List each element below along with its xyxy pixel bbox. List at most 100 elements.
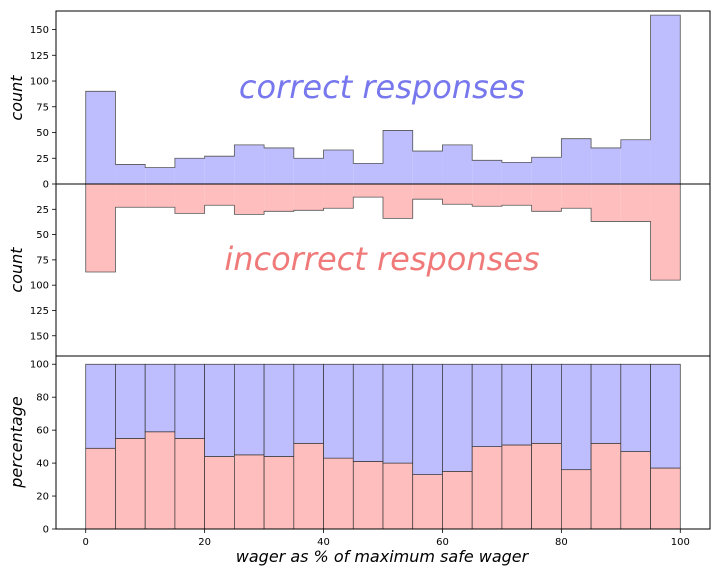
y-tick-label-upper: 150	[30, 25, 49, 36]
y-tick-label-percentage: 20	[36, 492, 49, 503]
correct-count-bar	[204, 156, 235, 184]
correct-count-bar	[531, 157, 562, 184]
x-tick-label: 100	[671, 537, 690, 548]
x-tick-label: 20	[198, 537, 211, 548]
correct-percentage-bar	[293, 363, 324, 444]
annotation-correct-responses: correct responses	[239, 68, 525, 106]
incorrect-count-bar	[561, 184, 592, 209]
correct-percentage-bar	[561, 363, 592, 471]
correct-count-bar	[591, 147, 621, 184]
y-tick-label-percentage: 80	[36, 393, 49, 404]
correct-percentage-bar	[115, 363, 146, 439]
correct-percentage-bar	[382, 363, 414, 464]
correct-count-bar	[501, 162, 532, 184]
correct-count-bar	[650, 15, 681, 184]
y-axis-label-lower: count	[7, 247, 26, 293]
correct-percentage-bar	[204, 363, 235, 457]
incorrect-percentage-bar	[620, 451, 651, 530]
incorrect-percentage-bar	[561, 469, 592, 530]
correct-percentage-bar	[650, 363, 681, 469]
y-tick-label-lower: 125	[30, 306, 49, 317]
incorrect-percentage-bar	[174, 438, 205, 530]
correct-count-bar	[383, 130, 413, 184]
incorrect-count-bar	[115, 184, 146, 208]
y-axis-label-percentage: percentage	[7, 396, 26, 489]
correct-count-bar	[323, 150, 354, 184]
x-tick-label: 60	[436, 537, 449, 548]
incorrect-count-bar	[323, 184, 354, 209]
incorrect-percentage-bar	[382, 462, 414, 530]
correct-percentage-bar	[234, 363, 265, 456]
y-tick-label-percentage: 60	[36, 426, 49, 437]
incorrect-count-bar	[264, 184, 294, 212]
y-tick-label-percentage: 40	[36, 459, 49, 470]
y-tick-label-lower: 75	[36, 255, 49, 266]
incorrect-percentage-bar	[144, 431, 176, 530]
incorrect-percentage-bar	[293, 442, 324, 530]
incorrect-percentage-bar	[412, 474, 443, 530]
incorrect-count-bar	[442, 184, 473, 205]
correct-count-bar	[174, 158, 205, 184]
correct-count-bar	[412, 151, 443, 184]
incorrect-count-bar	[620, 184, 651, 222]
correct-count-bar	[472, 160, 502, 184]
y-tick-label-percentage: 0	[43, 525, 49, 536]
y-tick-label-upper: 75	[36, 102, 49, 113]
incorrect-count-bar	[145, 184, 175, 208]
incorrect-count-bar	[531, 184, 562, 212]
incorrect-percentage-bar	[115, 438, 146, 530]
y-tick-label-percentage: 100	[30, 360, 49, 371]
incorrect-percentage-bar	[352, 461, 384, 530]
y-tick-label-upper: 50	[36, 128, 49, 139]
incorrect-count-bar	[353, 184, 383, 198]
correct-count-bar	[145, 167, 175, 184]
incorrect-percentage-bar	[442, 470, 473, 530]
incorrect-percentage-bar	[85, 447, 116, 530]
correct-count-bar	[264, 147, 294, 184]
incorrect-percentage-bar	[204, 456, 235, 530]
incorrect-percentage-bar	[531, 442, 562, 530]
incorrect-percentage-bar	[234, 454, 265, 530]
correct-percentage-bar	[85, 363, 116, 449]
x-tick-label: 0	[83, 537, 89, 548]
incorrect-count-bar	[234, 184, 265, 215]
correct-percentage-bar	[263, 363, 295, 457]
incorrect-count-bar	[383, 184, 413, 219]
correct-count-bar	[85, 91, 116, 184]
x-axis-label: wager as % of maximum safe wager	[236, 547, 530, 566]
incorrect-count-bar	[174, 184, 205, 214]
correct-percentage-bar	[620, 363, 651, 452]
incorrect-percentage-bar	[263, 456, 295, 530]
correct-percentage-bar	[174, 363, 205, 439]
incorrect-count-bar	[412, 184, 443, 200]
incorrect-count-bar	[293, 184, 324, 211]
correct-count-bar	[115, 164, 146, 184]
incorrect-count-bar	[501, 184, 532, 206]
incorrect-count-bar	[472, 184, 502, 207]
y-tick-label-upper: 100	[30, 77, 49, 88]
y-axis-label-upper: count	[7, 75, 26, 121]
incorrect-count-bar	[85, 184, 116, 273]
correct-count-bar	[293, 158, 324, 184]
correct-count-outline	[85, 14, 681, 184]
x-tick-label: 40	[317, 537, 330, 548]
incorrect-percentage-bar	[471, 446, 503, 530]
correct-percentage-bar	[352, 363, 384, 462]
incorrect-percentage-bar	[323, 457, 354, 530]
y-tick-label-upper: 125	[30, 51, 49, 62]
y-tick-label-lower: 150	[30, 331, 49, 342]
correct-percentage-bar	[442, 363, 473, 472]
correct-count-bar	[234, 144, 265, 184]
correct-percentage-bar	[144, 363, 176, 433]
percentage-axes-frame	[55, 355, 711, 530]
y-tick-label-lower: 100	[30, 281, 49, 292]
x-tick-label: 80	[555, 537, 568, 548]
correct-percentage-bar	[501, 363, 532, 446]
correct-percentage-bar	[323, 363, 354, 459]
incorrect-count-bar	[591, 184, 621, 222]
y-tick-label-lower: 50	[36, 230, 49, 241]
annotation-incorrect-responses: incorrect responses	[224, 240, 539, 278]
y-tick-label-upper: 25	[36, 154, 49, 165]
incorrect-count-bar	[204, 184, 235, 206]
